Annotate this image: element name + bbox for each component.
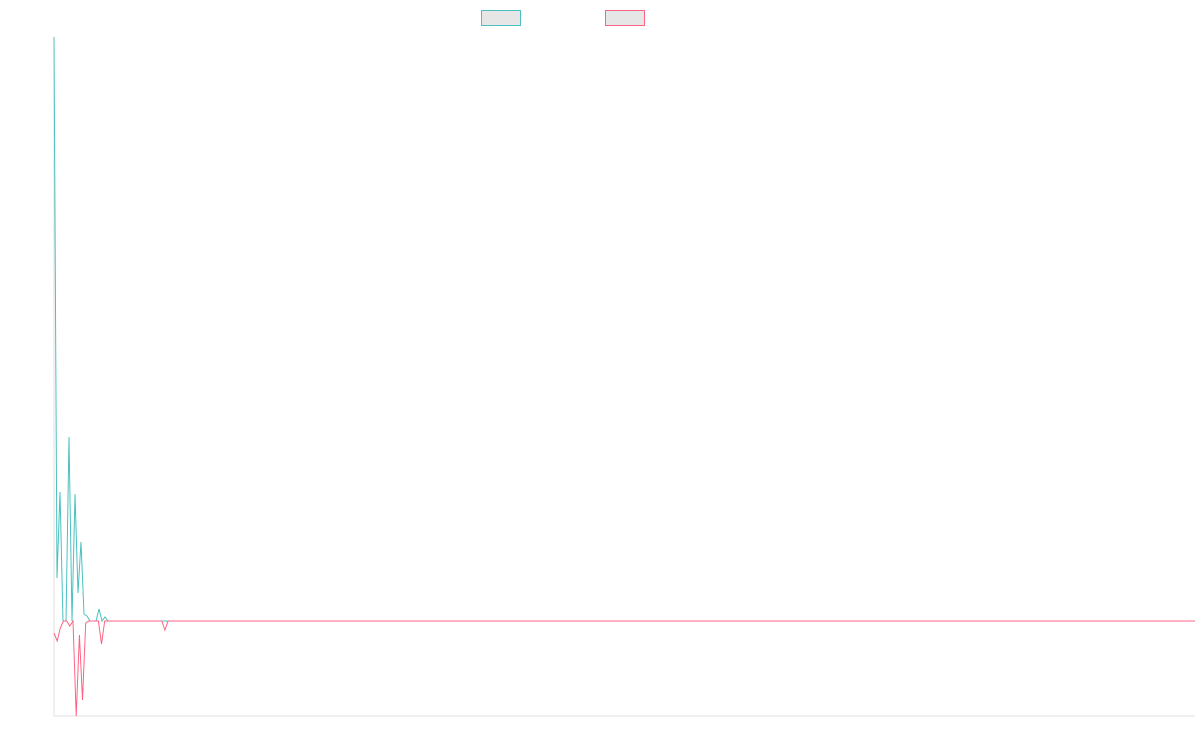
- legend-swatch-2[interactable]: [605, 10, 645, 26]
- series-group: [53, 36, 1195, 717]
- legend-swatch-1[interactable]: [481, 10, 521, 26]
- series-line-1: [53, 36, 1195, 623]
- legend: [481, 10, 645, 26]
- series-line-2: [53, 619, 1195, 717]
